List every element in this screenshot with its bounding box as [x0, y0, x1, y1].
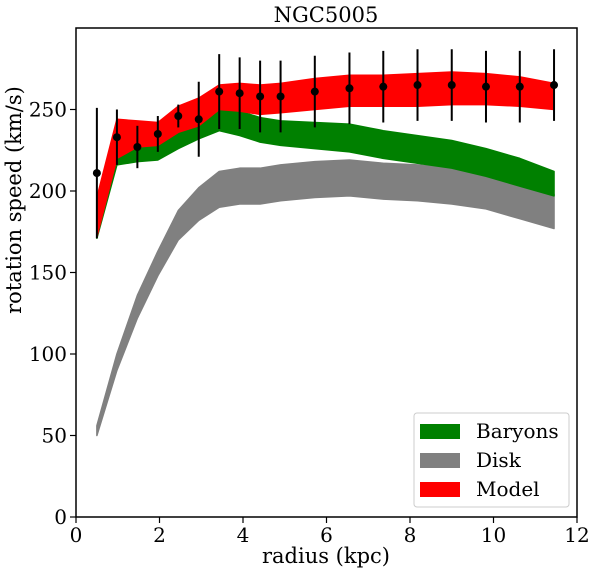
- data-point: [153, 116, 162, 152]
- data-point: [345, 52, 354, 125]
- data-marker: [112, 133, 121, 142]
- y-axis-label: rotation speed (km/s): [2, 86, 26, 314]
- data-point: [92, 107, 101, 239]
- data-marker: [515, 82, 524, 91]
- axes: 0 2 4 6 8 10 12 0 50 100 150 200 250: [29, 27, 590, 547]
- x-axis-label: radius (kpc): [262, 544, 390, 568]
- y-tick-label: 150: [29, 261, 67, 285]
- data-point: [379, 50, 388, 123]
- data-marker: [215, 87, 224, 96]
- data-point: [413, 49, 422, 121]
- data-marker: [235, 89, 244, 98]
- data-point: [215, 54, 224, 130]
- x-tick-label: 0: [70, 523, 83, 547]
- y-tick-label: 0: [54, 505, 67, 529]
- x-tick-label: 2: [153, 523, 166, 547]
- x-tick-label: 8: [404, 523, 417, 547]
- data-marker: [133, 142, 142, 151]
- legend-label-baryons: Baryons: [476, 419, 559, 443]
- data-marker: [174, 112, 183, 121]
- data-marker: [345, 84, 354, 93]
- data-marker: [447, 81, 456, 90]
- data-point: [235, 57, 244, 130]
- legend-swatch-model: [420, 482, 460, 497]
- data-point: [515, 50, 524, 123]
- data-point: [310, 55, 319, 128]
- chart-title: NGC5005: [274, 3, 379, 27]
- data-marker: [481, 82, 490, 91]
- x-tick-label: 4: [237, 523, 250, 547]
- data-marker: [310, 87, 319, 96]
- data-marker: [153, 129, 162, 138]
- plot-area: [92, 49, 559, 437]
- x-tick-label: 6: [320, 523, 333, 547]
- data-marker: [413, 81, 422, 90]
- data-point: [447, 49, 456, 121]
- x-tick-label: 10: [481, 523, 506, 547]
- y-tick-label: 200: [29, 179, 67, 203]
- data-point: [112, 109, 121, 165]
- data-marker: [276, 92, 285, 101]
- data-marker: [550, 81, 559, 90]
- legend-swatch-disk: [420, 453, 460, 468]
- y-tick-label: 50: [42, 424, 67, 448]
- data-marker: [256, 92, 265, 101]
- data-point: [194, 81, 203, 157]
- plot-series: [92, 49, 559, 437]
- data-point: [481, 50, 490, 123]
- legend: Baryons Disk Model: [413, 412, 570, 508]
- data-point: [276, 60, 285, 133]
- data-marker: [92, 169, 101, 178]
- legend-label-disk: Disk: [476, 448, 522, 472]
- legend-label-model: Model: [476, 477, 540, 501]
- data-marker: [194, 115, 203, 124]
- data-point: [174, 104, 183, 128]
- data-point: [133, 125, 142, 169]
- y-tick-label: 250: [29, 98, 67, 122]
- data-point: [256, 60, 265, 133]
- x-tick-label: 12: [564, 523, 589, 547]
- data-marker: [379, 82, 388, 91]
- data-point: [550, 49, 559, 121]
- legend-swatch-baryons: [420, 424, 460, 439]
- band-disk: [96, 159, 555, 437]
- y-tick-label: 100: [29, 342, 67, 366]
